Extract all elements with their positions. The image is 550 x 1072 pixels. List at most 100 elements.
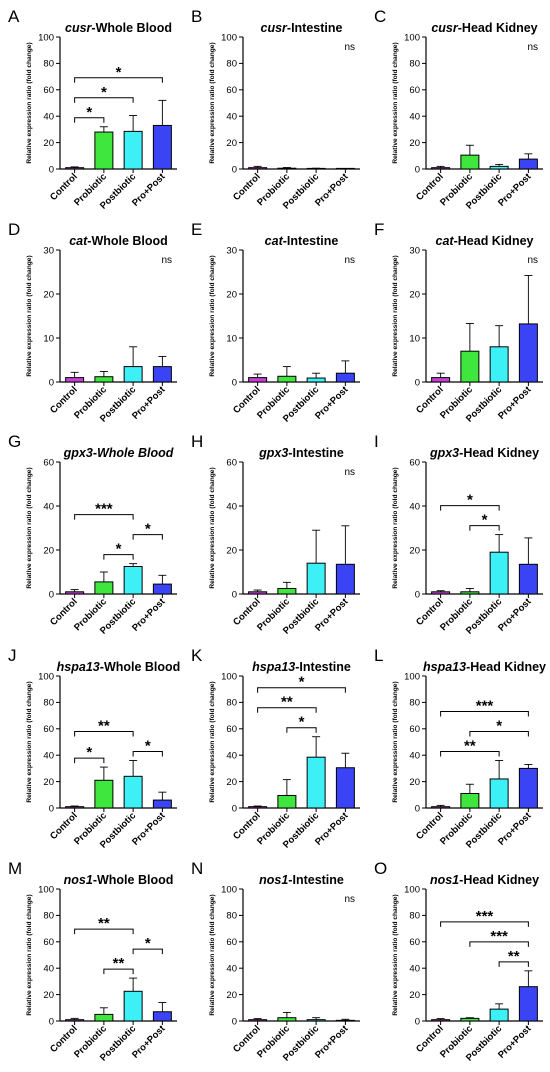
chart-title-tissue: Intestine	[292, 873, 343, 887]
y-axis-label: Relative expression ratio (fold change)	[209, 255, 216, 376]
bar-pro-post	[518, 323, 538, 383]
chart-title-separator: -	[458, 21, 462, 35]
ns-label: ns	[344, 42, 355, 53]
chart-title-tissue: Head Kidney	[463, 873, 539, 887]
bar-postbiotic	[123, 130, 143, 170]
significance-label: ***	[476, 697, 494, 714]
bar-postbiotic	[123, 366, 143, 383]
bar-postbiotic	[489, 551, 509, 595]
significance-label: **	[508, 948, 520, 965]
ns-label: ns	[344, 255, 355, 266]
bar-postbiotic	[306, 562, 326, 595]
y-tick-label: 0	[232, 803, 237, 814]
bar-pro-post	[152, 583, 172, 595]
significance-bracket	[132, 750, 163, 757]
panel-letter: C	[374, 7, 386, 26]
panel-letter: K	[191, 646, 203, 665]
y-tick-label: 60	[226, 937, 237, 948]
y-axis-label: Relative expression ratio (fold change)	[392, 42, 399, 163]
bar-probiotic	[94, 581, 114, 595]
x-tick-label: Pro+Post	[130, 596, 168, 634]
y-tick-label: 20	[43, 990, 54, 1001]
chart-title: hspa13-Head Kidney	[423, 660, 546, 674]
y-tick-label: 60	[409, 457, 420, 468]
bar-probiotic	[460, 154, 480, 170]
bar-control	[65, 167, 85, 170]
bar-control	[431, 1019, 451, 1022]
bar-control	[431, 377, 451, 383]
ns-label: ns	[344, 467, 355, 478]
bar-control	[248, 591, 268, 595]
significance-label: *	[467, 492, 473, 509]
chart-title-tissue: Head Kidney	[462, 21, 538, 35]
significance-bracket	[469, 525, 500, 531]
significance-label: ***	[476, 908, 494, 925]
panel-letter: N	[191, 859, 203, 878]
chart-title-gene: gpx3	[429, 446, 459, 460]
y-tick-label: 20	[409, 138, 420, 149]
chart-title: hspa13-Whole Blood	[57, 660, 181, 674]
significance-label: **	[113, 955, 125, 972]
y-tick-label: 40	[409, 751, 420, 762]
significance-label: *	[145, 935, 151, 952]
y-tick-label: 80	[226, 59, 237, 70]
bar-pro-post	[152, 124, 172, 170]
y-tick-label: 100	[221, 32, 237, 43]
chart-title-tissue: Whole Blood	[104, 660, 180, 674]
bar-pro-post	[335, 767, 355, 809]
x-tick-label: Pro+Post	[496, 171, 534, 209]
panel-letter: M	[8, 859, 22, 878]
y-tick-label: 80	[409, 911, 420, 922]
significance-bracket	[440, 710, 529, 717]
chart-title: cusr-Head Kidney	[431, 21, 537, 35]
chart-title-separator: -	[454, 234, 458, 248]
significance-label: ***	[490, 928, 508, 945]
significance-bracket	[74, 117, 105, 123]
y-tick-label: 60	[43, 937, 54, 948]
bar-postbiotic	[489, 346, 509, 383]
y-tick-label: 30	[409, 245, 420, 256]
chart-title-tissue: Intestine	[287, 234, 338, 248]
chart-title: cusr-Whole Blood	[65, 21, 172, 35]
significance-label: **	[281, 694, 293, 711]
y-tick-label: 0	[415, 164, 420, 175]
chart-title-separator: -	[283, 234, 287, 248]
chart-title: cusr-Intestine	[261, 21, 343, 35]
chart-title: gpx3-Whole Blood	[63, 446, 174, 460]
y-tick-label: 100	[221, 884, 237, 895]
x-tick-label: Pro+Post	[496, 810, 534, 848]
bar-probiotic	[460, 1017, 480, 1022]
chart-title-gene: nos1	[64, 873, 93, 887]
y-tick-label: 60	[409, 724, 420, 735]
y-tick-label: 60	[43, 85, 54, 96]
y-tick-label: 80	[409, 698, 420, 709]
bar-pro-post	[518, 986, 538, 1022]
significance-bracket	[74, 97, 134, 103]
bar-probiotic	[460, 591, 480, 595]
bar-control	[431, 591, 451, 595]
significance-bracket	[286, 727, 317, 733]
bar-postbiotic	[123, 566, 143, 595]
chart-title-gene: cusr	[261, 21, 289, 35]
significance-bracket	[440, 750, 500, 757]
chart-title-separator: -	[93, 873, 97, 887]
bar-control	[248, 806, 268, 809]
significance-label: *	[299, 674, 305, 691]
bar-postbiotic	[489, 165, 509, 170]
y-axis-label: Relative expression ratio (fold change)	[209, 42, 216, 163]
significance-bracket	[469, 941, 529, 947]
significance-label: *	[496, 717, 502, 734]
significance-bracket	[440, 921, 529, 927]
x-tick-label: Pro+Post	[496, 1023, 534, 1061]
bar-control	[431, 806, 451, 809]
y-tick-label: 80	[43, 911, 54, 922]
y-tick-label: 0	[49, 589, 54, 600]
x-tick-label: Pro+Post	[313, 171, 351, 209]
chart-title-separator: -	[93, 446, 97, 460]
bar-probiotic	[277, 794, 297, 809]
